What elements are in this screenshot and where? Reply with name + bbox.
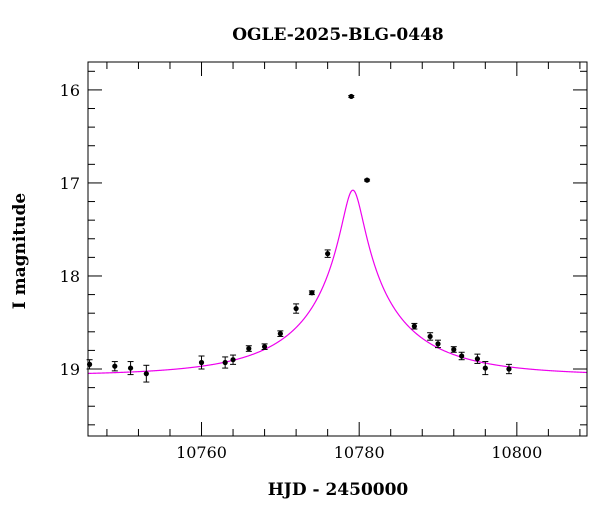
- data-marker: [435, 341, 441, 347]
- data-marker: [143, 371, 149, 377]
- data-point: [111, 361, 118, 372]
- data-point: [198, 355, 205, 370]
- x-tick-label: 10780: [334, 443, 385, 462]
- data-point: [411, 322, 418, 330]
- data-point: [427, 332, 434, 341]
- data-marker: [112, 363, 118, 369]
- data-point: [230, 354, 237, 365]
- data-marker: [309, 290, 315, 296]
- data-points-layer: [86, 93, 512, 383]
- data-marker: [293, 305, 299, 312]
- data-marker: [411, 323, 417, 329]
- y-tick-label: 19: [60, 360, 80, 379]
- data-marker: [127, 365, 134, 371]
- data-marker: [230, 357, 236, 363]
- data-point: [364, 177, 371, 183]
- data-point: [245, 345, 252, 352]
- data-point: [308, 290, 315, 296]
- data-point: [505, 363, 512, 375]
- data-marker: [198, 359, 205, 366]
- data-marker: [277, 331, 283, 337]
- data-point: [348, 93, 355, 100]
- y-tick-label: 18: [60, 267, 80, 286]
- data-point: [324, 249, 331, 258]
- data-point: [293, 303, 300, 314]
- y-axis-label: I magnitude: [10, 193, 30, 310]
- data-marker: [427, 333, 433, 340]
- data-marker: [325, 251, 331, 257]
- data-marker: [364, 177, 370, 183]
- plot-frame: [87, 61, 588, 437]
- axis-ticks: 10760 10780 10800 16 17 18 19: [60, 62, 587, 462]
- data-marker: [348, 93, 354, 100]
- data-marker: [222, 359, 228, 366]
- data-point: [127, 361, 134, 376]
- data-marker: [482, 365, 488, 371]
- x-tick-label: 10800: [491, 443, 542, 462]
- y-tick-label: 17: [60, 174, 80, 193]
- x-axis-label: HJD - 2450000: [268, 480, 409, 500]
- data-point: [474, 353, 481, 364]
- data-marker: [246, 345, 252, 352]
- data-point: [86, 359, 93, 370]
- data-marker: [261, 344, 268, 350]
- data-point: [261, 343, 268, 350]
- data-point: [458, 351, 465, 361]
- data-point: [222, 356, 229, 369]
- x-tick-label: 10760: [176, 443, 227, 462]
- data-point: [277, 330, 284, 337]
- model-curve-layer: [88, 189, 588, 375]
- data-point: [143, 364, 150, 383]
- data-point: [482, 361, 489, 376]
- chart-title: OGLE-2025-BLG-0448: [232, 25, 444, 45]
- model-curve: [88, 189, 588, 375]
- data-point: [450, 346, 457, 353]
- data-marker: [474, 356, 481, 362]
- data-marker: [506, 366, 512, 372]
- data-marker: [451, 346, 457, 353]
- data-point: [435, 339, 442, 349]
- y-tick-label: 16: [60, 81, 80, 100]
- data-marker: [459, 353, 465, 359]
